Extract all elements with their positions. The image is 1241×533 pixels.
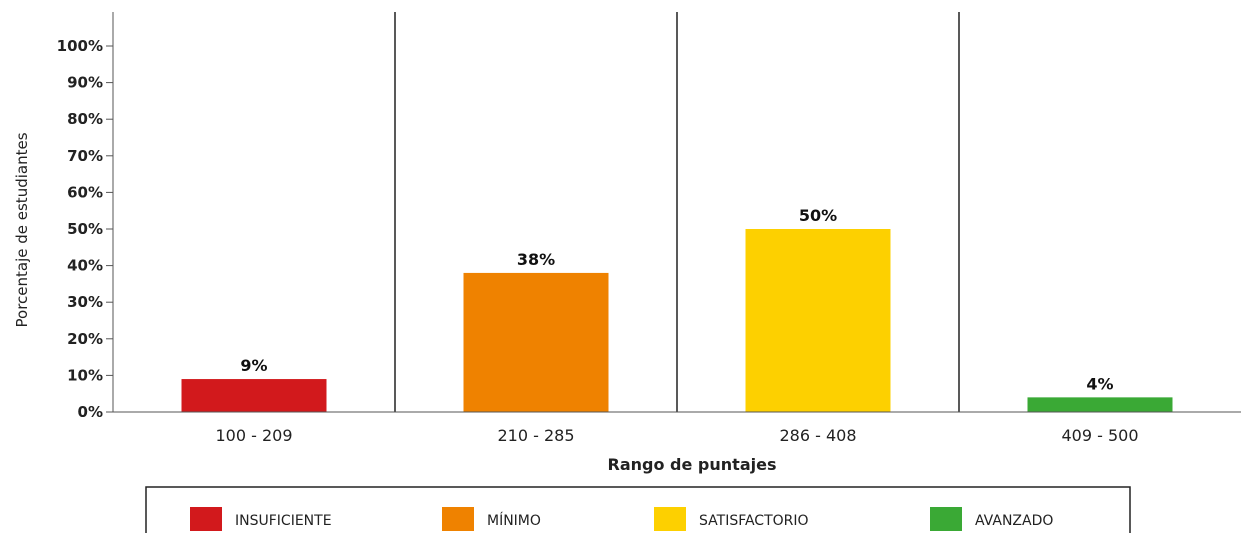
x-tick-label: 100 - 209 [215,426,292,445]
data-label: 38% [517,250,555,269]
y-tick-label: 20% [67,330,103,348]
data-label: 4% [1086,374,1113,393]
y-tick-label: 0% [78,403,103,421]
legend-swatch [930,507,962,531]
bar [745,229,891,412]
y-tick-label: 90% [67,74,103,92]
y-tick-label: 10% [67,366,103,384]
legend-swatch [654,507,686,531]
x-axis: 100 - 209 210 - 285 286 - 408 409 - 500 [113,411,1241,445]
bar [463,272,609,412]
legend-label: SATISFACTORIO [699,513,809,529]
y-tick-label: 50% [67,220,103,238]
y-tick-label: 80% [67,110,103,128]
y-axis: 0% 10% 20% 30% 40% 50% 60% 70% 80% 90% 100% [57,12,114,421]
x-axis-title: Rango de puntajes [608,455,777,474]
y-tick-label: 100% [57,37,103,55]
bars: 9% 38% 50% 4% [181,206,1173,412]
legend-label: MÍNIMO [487,512,541,529]
x-tick-label: 210 - 285 [497,426,574,445]
legend-frame [145,486,1131,533]
y-tick-label: 30% [67,293,103,311]
legend-label: AVANZADO [975,513,1053,529]
data-label: 50% [799,206,837,225]
category-separators [394,12,960,412]
y-axis-title: Porcentaje de estudiantes [13,132,31,327]
legend: INSUFICIENTE MÍNIMO SATISFACTORIO AVANZADO [145,486,1131,533]
bar [181,379,327,412]
x-tick-label: 409 - 500 [1061,426,1138,445]
y-tick-label: 70% [67,147,103,165]
legend-label: INSUFICIENTE [235,513,332,529]
legend-swatch [190,507,222,531]
legend-swatch [442,507,474,531]
x-tick-label: 286 - 408 [779,426,856,445]
y-tick-label: 60% [67,183,103,201]
bar [1027,397,1173,412]
data-label: 9% [240,356,267,375]
y-tick-label: 40% [67,257,103,275]
